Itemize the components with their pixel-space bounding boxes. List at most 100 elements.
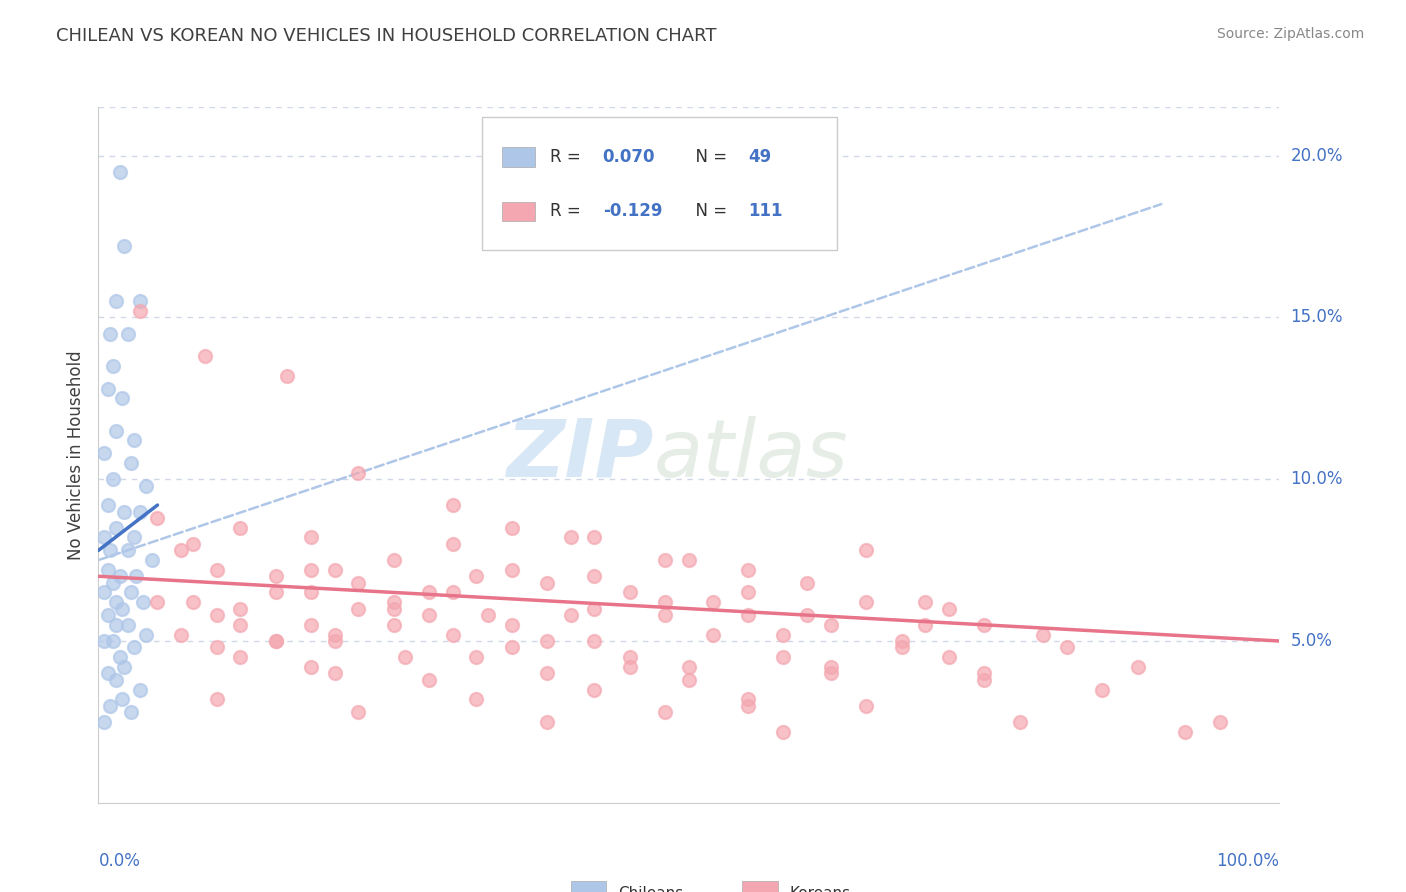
Point <box>108 165 131 179</box>
Text: 49: 49 <box>748 148 772 166</box>
Point <box>418 585 440 599</box>
Point <box>382 617 405 632</box>
Point <box>465 650 488 665</box>
Point <box>772 650 794 665</box>
Point <box>501 640 523 655</box>
Point <box>205 640 228 655</box>
Point <box>111 692 134 706</box>
Point <box>170 627 193 641</box>
Point <box>264 569 287 583</box>
Point <box>347 466 370 480</box>
Point <box>93 531 115 545</box>
Point <box>536 666 558 681</box>
Point <box>560 608 582 623</box>
FancyBboxPatch shape <box>482 118 837 250</box>
Point <box>654 705 676 719</box>
Point <box>229 521 252 535</box>
Text: CHILEAN VS KOREAN NO VEHICLES IN HOUSEHOLD CORRELATION CHART: CHILEAN VS KOREAN NO VEHICLES IN HOUSEHO… <box>56 27 717 45</box>
Point <box>1032 627 1054 641</box>
Point <box>501 521 523 535</box>
Point <box>501 617 523 632</box>
Text: 0.0%: 0.0% <box>98 852 141 870</box>
Point <box>101 472 124 486</box>
Point <box>973 617 995 632</box>
Point <box>122 531 145 545</box>
Point <box>820 666 842 681</box>
Point <box>382 601 405 615</box>
Point <box>135 627 157 641</box>
Point <box>441 537 464 551</box>
Point <box>737 563 759 577</box>
Point <box>855 543 877 558</box>
Text: 5.0%: 5.0% <box>1291 632 1333 650</box>
Point <box>264 634 287 648</box>
Point <box>111 392 134 406</box>
Point <box>229 601 252 615</box>
Point <box>105 424 128 438</box>
Point <box>820 660 842 674</box>
Point <box>536 634 558 648</box>
Text: 15.0%: 15.0% <box>1291 309 1343 326</box>
Point <box>98 543 121 558</box>
Text: Source: ZipAtlas.com: Source: ZipAtlas.com <box>1216 27 1364 41</box>
Point <box>418 608 440 623</box>
Point <box>890 640 912 655</box>
Point <box>737 608 759 623</box>
Point <box>560 531 582 545</box>
Point <box>299 531 322 545</box>
Point <box>101 634 124 648</box>
Point <box>394 650 416 665</box>
Point <box>583 569 606 583</box>
Point <box>105 617 128 632</box>
Point <box>128 682 150 697</box>
Point <box>465 569 488 583</box>
Point <box>276 368 298 383</box>
Point <box>97 608 120 623</box>
Point <box>146 511 169 525</box>
Text: atlas: atlas <box>654 416 848 494</box>
Point <box>737 585 759 599</box>
Point <box>855 698 877 713</box>
Point <box>93 446 115 460</box>
Point <box>678 553 700 567</box>
Point <box>122 434 145 448</box>
Point <box>654 595 676 609</box>
Point <box>112 660 135 674</box>
Point <box>536 575 558 590</box>
Point <box>205 563 228 577</box>
Point <box>583 682 606 697</box>
Text: N =: N = <box>685 202 733 220</box>
Point <box>441 498 464 512</box>
Point <box>125 569 148 583</box>
Point <box>796 608 818 623</box>
Point <box>536 714 558 729</box>
Point <box>973 673 995 687</box>
Point <box>820 617 842 632</box>
Point <box>323 627 346 641</box>
Point <box>128 504 150 518</box>
Text: Chileans: Chileans <box>619 886 683 892</box>
Point <box>105 521 128 535</box>
Point <box>122 640 145 655</box>
Point <box>299 585 322 599</box>
Point <box>938 601 960 615</box>
Text: N =: N = <box>685 148 733 166</box>
Point <box>583 634 606 648</box>
Point <box>347 601 370 615</box>
Text: -0.129: -0.129 <box>603 202 662 220</box>
Point <box>205 608 228 623</box>
Point <box>654 553 676 567</box>
Text: 111: 111 <box>748 202 783 220</box>
Point <box>299 660 322 674</box>
Point <box>323 666 346 681</box>
Point <box>141 553 163 567</box>
FancyBboxPatch shape <box>502 147 536 167</box>
Point <box>1126 660 1149 674</box>
FancyBboxPatch shape <box>502 202 536 221</box>
Point <box>101 359 124 373</box>
Point <box>501 563 523 577</box>
Point <box>101 575 124 590</box>
Point <box>347 575 370 590</box>
Point <box>229 650 252 665</box>
Point <box>170 543 193 558</box>
